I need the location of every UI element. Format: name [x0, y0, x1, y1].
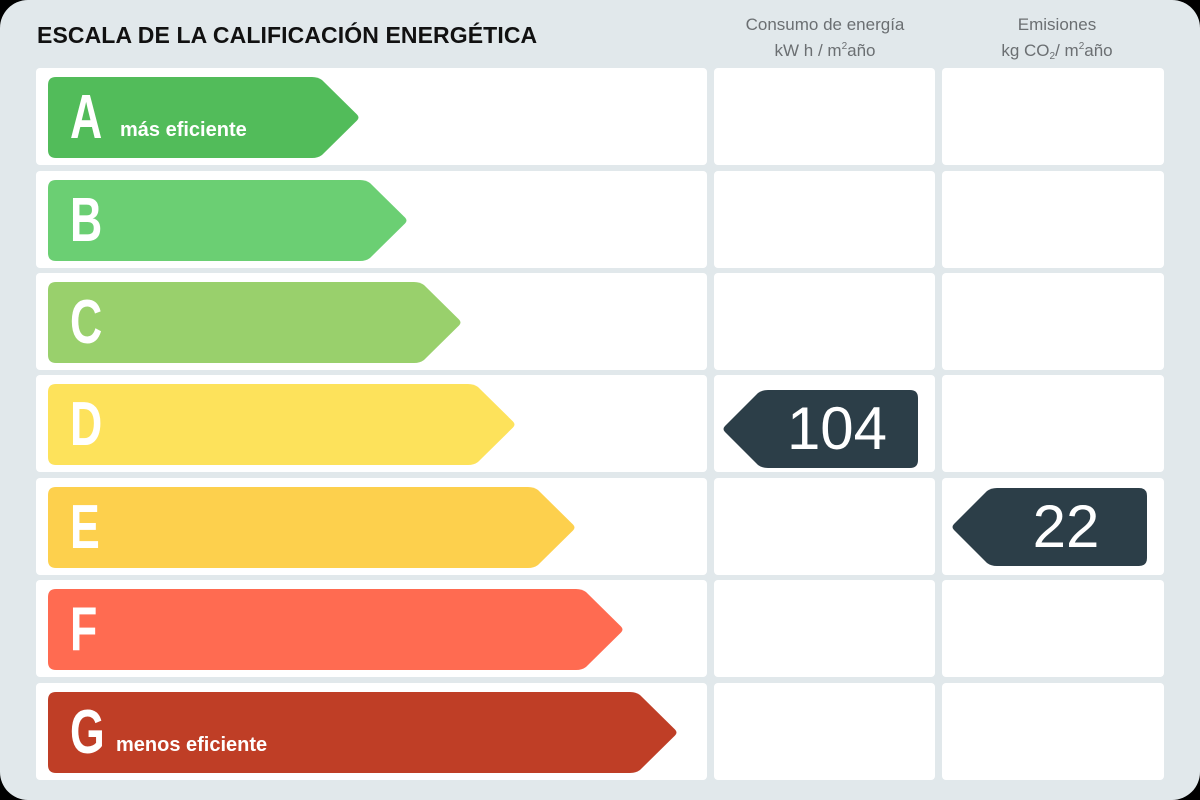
arrow-shape-icon: [48, 487, 575, 568]
emissions-cell-a: [942, 68, 1164, 165]
energy-cell-b: [714, 171, 935, 268]
rating-bar-c: C: [48, 282, 462, 363]
rating-bar-b: B: [48, 180, 408, 261]
rating-letter: B: [70, 186, 103, 255]
rating-bar-d: D: [48, 384, 516, 465]
marker-arrow-icon: [723, 390, 918, 468]
energy-column-title: Consumo de energía: [745, 15, 905, 34]
page-title: ESCALA DE LA CALIFICACIÓN ENERGÉTICA: [37, 22, 538, 48]
arrow-shape-icon: [48, 77, 359, 158]
rating-letter: A: [70, 83, 103, 152]
energy-column-unit: kW h / m2año: [774, 41, 876, 60]
emissions-value-marker: 22: [951, 488, 1147, 566]
marker-value: 22: [1032, 493, 1100, 560]
energy-cell-c: [714, 273, 935, 370]
rating-letter: E: [70, 493, 100, 562]
emissions-cell-g: [942, 683, 1164, 780]
energy-cell-e: [714, 478, 935, 575]
emissions-column-unit: kg CO2/ m2año: [1001, 41, 1113, 62]
rating-letter: F: [70, 595, 98, 664]
emissions-cell-f: [942, 580, 1164, 677]
emissions-cell-c: [942, 273, 1164, 370]
arrow-shape-icon: [48, 384, 515, 465]
marker-value: 104: [786, 395, 888, 462]
energy-cell-a: [714, 68, 935, 165]
energy-cell-g: [714, 683, 935, 780]
energy-column-header: Consumo de energía kW h / m2año: [714, 14, 936, 62]
rating-letter: G: [70, 698, 105, 767]
emissions-column-title: Emisiones: [1017, 15, 1097, 34]
energy-value-marker: 104: [722, 390, 918, 468]
rating-bar-e: E: [48, 487, 576, 568]
rating-letter: D: [70, 390, 103, 459]
energy-cell-f: [714, 580, 935, 677]
arrow-shape-icon: [48, 282, 461, 363]
arrow-shape-icon: [48, 180, 407, 261]
arrow-shape-icon: [48, 692, 677, 773]
emissions-column-header: Emisiones kg CO2/ m2año: [946, 14, 1168, 68]
rating-letter: C: [70, 288, 103, 357]
marker-arrow-icon: [952, 488, 1147, 566]
arrow-shape-icon: [48, 589, 623, 670]
emissions-cell-d: [942, 375, 1164, 472]
emissions-cell-b: [942, 171, 1164, 268]
rating-bar-f: F: [48, 589, 624, 670]
rating-sublabel: más eficiente: [120, 119, 247, 141]
rating-sublabel: menos eficiente: [116, 734, 268, 756]
